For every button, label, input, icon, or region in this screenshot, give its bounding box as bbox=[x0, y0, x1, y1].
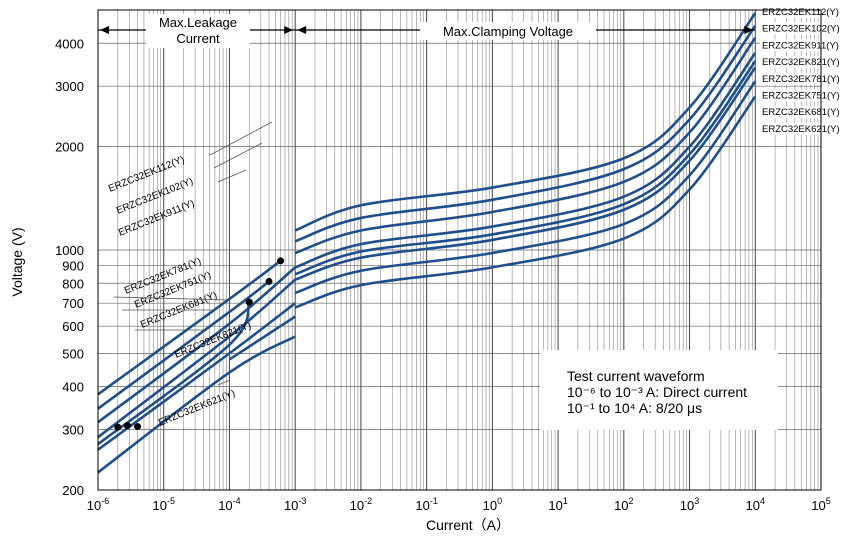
label-leader-line bbox=[217, 379, 231, 386]
clamping-header-box bbox=[420, 22, 596, 40]
leakage-curve bbox=[97, 278, 297, 439]
y-tick-label: 2000 bbox=[55, 140, 84, 155]
data-point bbox=[114, 423, 122, 431]
y-tick-label: 500 bbox=[62, 346, 84, 361]
x-tick-label: 10-1 bbox=[415, 496, 437, 513]
x-tick-label: 102 bbox=[614, 496, 633, 513]
leakage-curve bbox=[97, 335, 296, 474]
leakage-curve bbox=[97, 280, 270, 410]
data-point bbox=[123, 422, 131, 430]
leakage-curve bbox=[228, 315, 296, 361]
note-box bbox=[540, 350, 778, 430]
right-label: ERZC32EK681(Y) bbox=[762, 107, 840, 118]
clamping-curve bbox=[294, 52, 757, 269]
clamping-curve bbox=[294, 95, 757, 309]
right-label: ERZC32EK911(Y) bbox=[762, 40, 839, 51]
clamping-curve bbox=[294, 60, 757, 276]
note-line-2: 10⁻⁶ to 10⁻³ A: Direct current bbox=[567, 384, 747, 400]
x-tick-label: 10-6 bbox=[87, 496, 109, 513]
leakage-curve bbox=[97, 301, 251, 446]
right-label: ERZC32EK781(Y) bbox=[762, 74, 840, 85]
right-label-bg bbox=[760, 22, 852, 35]
x-tick-label: 101 bbox=[548, 496, 567, 513]
right-label-bg bbox=[760, 72, 852, 85]
right-label: ERZC32EK821(Y) bbox=[762, 57, 840, 68]
leakage-arrow-head-right bbox=[284, 26, 294, 34]
data-point bbox=[134, 423, 142, 431]
y-tick-label: 4000 bbox=[55, 36, 84, 51]
left-label: ERZC32EK621(Y) bbox=[157, 388, 237, 429]
leakage-curve bbox=[97, 266, 297, 424]
y-tick-label: 300 bbox=[62, 423, 84, 438]
x-tick-label: 10-5 bbox=[152, 496, 174, 513]
right-label-bg bbox=[760, 6, 852, 18]
clamping-curve bbox=[294, 80, 757, 295]
y-tick-label: 1000 bbox=[55, 243, 84, 258]
right-label-bg bbox=[760, 122, 852, 135]
label-leader-line bbox=[231, 299, 245, 311]
clamping-curve bbox=[294, 37, 757, 255]
right-label: ERZC32EK621(Y) bbox=[762, 124, 840, 135]
data-point bbox=[277, 257, 285, 265]
label-leader-line bbox=[213, 142, 263, 169]
clamping-curve bbox=[294, 24, 757, 243]
leakage-curve bbox=[97, 302, 296, 451]
right-label-bg bbox=[760, 39, 852, 52]
x-tick-label: 103 bbox=[680, 496, 699, 513]
y-tick-label: 700 bbox=[62, 296, 84, 311]
x-tick-label: 10-2 bbox=[350, 496, 372, 513]
leakage-curve bbox=[97, 259, 282, 396]
y-tick-label: 200 bbox=[62, 483, 84, 498]
clamping-arrow-head-left bbox=[297, 26, 307, 34]
label-leader-line bbox=[209, 121, 273, 156]
grid-lines bbox=[97, 9, 821, 491]
y-tick-label: 3000 bbox=[55, 79, 84, 94]
y-tick-label: 600 bbox=[62, 319, 84, 334]
leakage-header-box bbox=[146, 14, 250, 48]
note-line-3: 10⁻¹ to 10⁴ A: 8/20 μs bbox=[567, 400, 702, 416]
x-axis-label: Current（A） bbox=[426, 517, 510, 533]
x-tick-label: 100 bbox=[483, 496, 502, 513]
right-label-bg bbox=[760, 89, 852, 102]
leakage-header-line-2: Current bbox=[176, 31, 220, 46]
clamping-curve bbox=[294, 66, 757, 281]
y-axis-label: Voltage (V) bbox=[9, 227, 25, 296]
x-tick-label: 105 bbox=[811, 496, 830, 513]
x-tick-label: 10-4 bbox=[218, 496, 240, 513]
clamping-curve bbox=[294, 12, 757, 232]
y-tick-label: 400 bbox=[62, 380, 84, 395]
clamping-header-label: Max.Clamping Voltage bbox=[443, 24, 573, 39]
x-tick-label: 10-3 bbox=[284, 496, 306, 513]
curve-group bbox=[97, 12, 757, 474]
right-label-bg bbox=[760, 56, 852, 69]
clamping-arrow-head-right bbox=[744, 26, 754, 34]
y-tick-label: 900 bbox=[62, 259, 84, 274]
right-label: ERZC32EK112(Y) bbox=[762, 7, 839, 18]
data-point bbox=[245, 298, 253, 306]
right-label: ERZC32EK102(Y) bbox=[762, 24, 840, 35]
label-leader-line bbox=[113, 296, 231, 301]
right-label: ERZC32EK751(Y) bbox=[762, 91, 840, 102]
y-tick-label: 800 bbox=[62, 276, 84, 291]
label-leader-line bbox=[217, 169, 247, 183]
right-label-bg bbox=[760, 106, 852, 119]
leakage-header-line-1: Max.Leakage bbox=[159, 15, 237, 30]
x-tick-label: 104 bbox=[746, 496, 765, 513]
leakage-arrow-head-left bbox=[100, 26, 109, 34]
note-line-1: Test current waveform bbox=[567, 368, 705, 384]
data-point bbox=[265, 277, 273, 285]
plot-frame bbox=[97, 9, 822, 491]
